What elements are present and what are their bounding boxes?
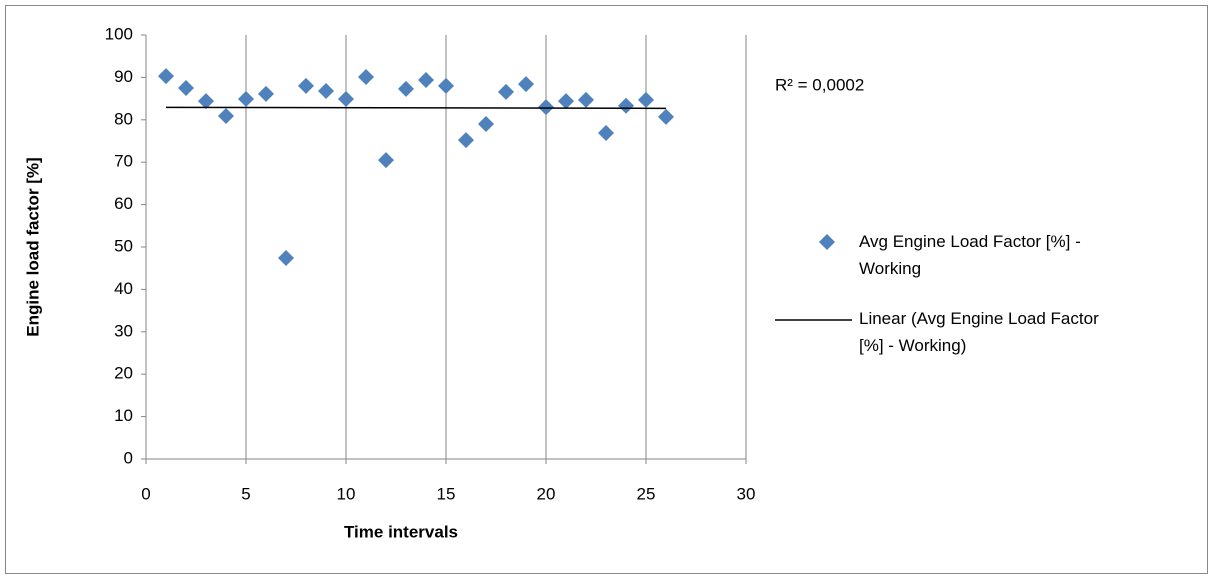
data-point <box>198 93 214 110</box>
x-tick-label: 5 <box>241 484 250 503</box>
y-tick-label: 0 <box>124 448 133 467</box>
y-tick-label: 40 <box>114 279 133 298</box>
y-tick-label: 20 <box>114 364 133 383</box>
y-tick-label: 90 <box>114 67 133 86</box>
data-point <box>238 91 254 108</box>
data-point <box>218 107 234 124</box>
x-tick-label: 30 <box>737 484 756 503</box>
data-point <box>458 132 474 149</box>
data-point <box>398 80 414 97</box>
data-point <box>638 91 654 108</box>
r-squared: R² = 0,0002 <box>775 75 864 94</box>
y-tick-label: 30 <box>114 321 133 340</box>
data-point <box>358 68 374 85</box>
y-tick-label: 80 <box>114 109 133 128</box>
y-tick-label: 50 <box>114 236 133 255</box>
legend-label: Avg Engine Load Factor [%] - Working <box>859 232 1081 278</box>
data-point <box>558 93 574 110</box>
x-tick-label: 25 <box>637 484 656 503</box>
x-tick-label: 20 <box>537 484 556 503</box>
data-point <box>298 77 314 94</box>
data-point <box>418 71 434 88</box>
trendline <box>165 106 667 110</box>
y-tick-label: 10 <box>114 406 133 425</box>
data-point <box>578 91 594 108</box>
y-axis-title: Engine load factor [%] <box>23 157 42 336</box>
data-point <box>658 108 674 125</box>
data-point <box>438 77 454 94</box>
data-point <box>378 152 394 169</box>
data-point <box>178 80 194 96</box>
data-point <box>278 250 294 267</box>
data-point <box>498 83 514 100</box>
data-point <box>258 85 274 102</box>
y-tick-label: 60 <box>114 194 133 213</box>
data-point <box>318 82 334 99</box>
legend-marker <box>819 234 835 250</box>
data-point <box>158 68 174 85</box>
x-tick-label: 10 <box>337 484 356 503</box>
data-point <box>338 91 354 108</box>
x-tick-label: 0 <box>141 484 150 503</box>
x-tick-label: 15 <box>437 484 456 503</box>
data-point <box>478 116 494 133</box>
data-point <box>618 97 634 114</box>
x-axis-title: Time intervals <box>344 522 458 541</box>
legend-label: Linear (Avg Engine Load Factor [%] - Wor… <box>859 309 1099 355</box>
y-tick-label: 100 <box>105 24 133 43</box>
y-tick-label: 70 <box>114 152 133 171</box>
data-point <box>518 76 534 93</box>
data-point <box>598 124 614 141</box>
data-point <box>538 99 554 116</box>
